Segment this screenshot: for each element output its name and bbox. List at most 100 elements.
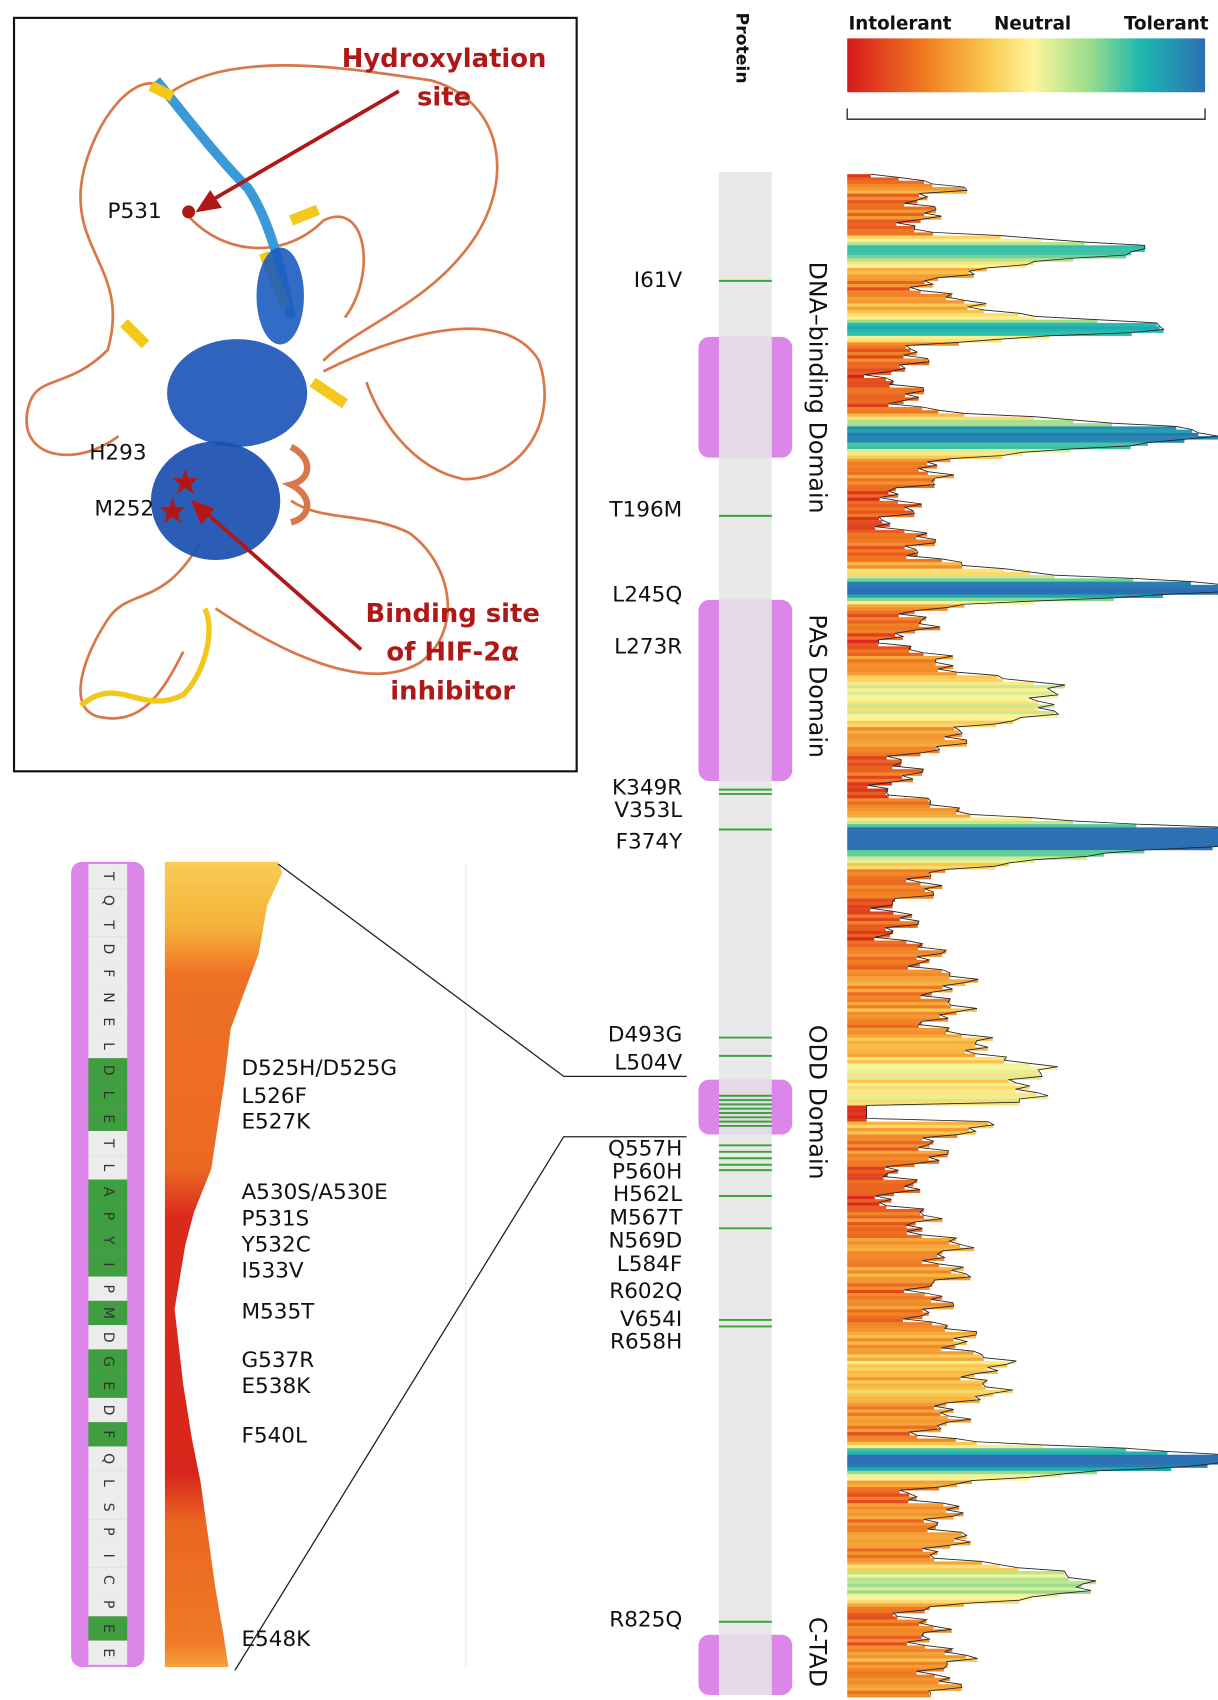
profile-stripe: [847, 1028, 949, 1031]
profile-stripe: [847, 679, 1003, 682]
profile-stripe: [847, 1031, 946, 1034]
profile-stripe: [847, 1073, 1040, 1076]
profile-stripe: [847, 1141, 933, 1144]
profile-stripe: [847, 271, 969, 274]
profile-stripe: [847, 481, 932, 484]
profile-stripe: [847, 207, 935, 210]
profile-stripe: [847, 1361, 1016, 1364]
profile-stripe: [847, 452, 1022, 455]
profile-stripe: [847, 462, 927, 465]
profile-stripe: [847, 675, 997, 678]
profile-stripe: [847, 187, 964, 190]
profile-stripe: [847, 769, 923, 772]
profile-stripe: [847, 346, 906, 349]
profile-stripe: [847, 643, 878, 646]
profile-stripe: [847, 1067, 1057, 1070]
residue-letter: A: [100, 1187, 116, 1197]
profile-stripe: [847, 979, 978, 982]
profile-stripe: [847, 1671, 916, 1674]
profile-stripe: [847, 530, 904, 533]
profile-stripe: [847, 223, 896, 226]
domain-label: C-TAD: [803, 1617, 831, 1687]
profile-stripe: [847, 381, 893, 384]
residue-letter: P: [100, 1527, 116, 1535]
profile-stripe: [847, 517, 879, 520]
profile-stripe: [847, 1238, 956, 1241]
zoom-variant-label: Y532C: [240, 1233, 310, 1258]
profile-stripe: [847, 1173, 888, 1176]
profile-stripe: [847, 1691, 929, 1694]
profile-stripe: [847, 468, 918, 471]
track-label: Protein: [732, 13, 752, 84]
profile-stripe: [847, 1571, 1064, 1574]
profile-stripe: [847, 426, 1176, 429]
zoom-variant-label: E548K: [241, 1627, 311, 1652]
profile-stripe: [847, 756, 887, 759]
variant-label: L273R: [614, 634, 682, 659]
profile-stripe: [847, 304, 986, 307]
profile-stripe: [847, 485, 934, 488]
profile-stripe: [847, 229, 914, 232]
residue-letter: E: [100, 1624, 116, 1633]
profile-stripe: [847, 236, 1001, 239]
profile-stripe: [847, 863, 1009, 866]
profile-stripe: [847, 976, 949, 979]
variant-label: T196M: [608, 497, 682, 522]
profile-stripe: [847, 245, 1144, 248]
profile-stripe: [847, 711, 1054, 714]
profile-stripe: [847, 1675, 934, 1678]
residue-letter: T: [100, 871, 116, 881]
profile-stripe: [847, 730, 959, 733]
domain-blob: [151, 441, 280, 560]
profile-stripe: [847, 750, 939, 753]
profile-stripe: [847, 1354, 981, 1357]
profile-stripe: [847, 1225, 906, 1228]
variant-label: R602Q: [609, 1279, 682, 1304]
residue-letter: S: [100, 1503, 116, 1512]
variant-label: N569D: [608, 1228, 682, 1253]
profile-stripe: [847, 1448, 1126, 1451]
profile-stripe: [847, 1694, 931, 1697]
profile-stripe: [847, 1445, 1043, 1448]
profile-stripe: [847, 928, 885, 931]
profile-stripe: [847, 232, 933, 235]
profile-stripe: [847, 795, 888, 798]
profile-stripe: [847, 1050, 965, 1053]
profile-stripe: [847, 540, 935, 543]
zoom-variant-label: L526F: [241, 1084, 307, 1109]
profile-stripe: [847, 1642, 907, 1645]
profile-stripe: [847, 1633, 924, 1636]
profile-stripe: [847, 501, 898, 504]
profile-stripe: [847, 889, 925, 892]
profile-stripe: [847, 1157, 929, 1160]
profile-stripe: [847, 1322, 932, 1325]
profile-stripe: [847, 1623, 919, 1626]
profile-stripe: [847, 633, 895, 636]
residue-letter: M: [100, 1307, 116, 1319]
zoom-variant-label: I533V: [241, 1258, 303, 1283]
zoom-variant-label: M535T: [241, 1299, 315, 1324]
profile-stripe: [847, 1403, 946, 1406]
profile-stripe: [847, 905, 892, 908]
profile-stripe: [847, 695, 1058, 698]
profile-stripe: [847, 1209, 924, 1212]
profile-stripe: [847, 937, 874, 940]
profile-stripe: [847, 1144, 929, 1147]
profile-stripe: [847, 1170, 898, 1173]
residue-letter: P: [100, 1600, 116, 1608]
profile-stripe: [847, 624, 919, 627]
profile-stripe: [847, 824, 1136, 827]
profile-stripe: [847, 1309, 922, 1312]
profile-stripe: [847, 831, 1218, 834]
profile-stripe: [847, 753, 920, 756]
profile-stripe: [847, 210, 936, 213]
profile-stripe: [847, 1183, 913, 1186]
profile-stripe: [847, 1565, 999, 1568]
profile-stripe: [847, 970, 942, 973]
profile-stripe: [847, 1413, 940, 1416]
residue-letter: L: [100, 1479, 116, 1487]
residue-letter: D: [100, 1065, 116, 1076]
profile-stripe: [847, 947, 918, 950]
residue-letter: I: [100, 1554, 116, 1558]
annotation-line: of HIF-2α: [386, 637, 519, 667]
